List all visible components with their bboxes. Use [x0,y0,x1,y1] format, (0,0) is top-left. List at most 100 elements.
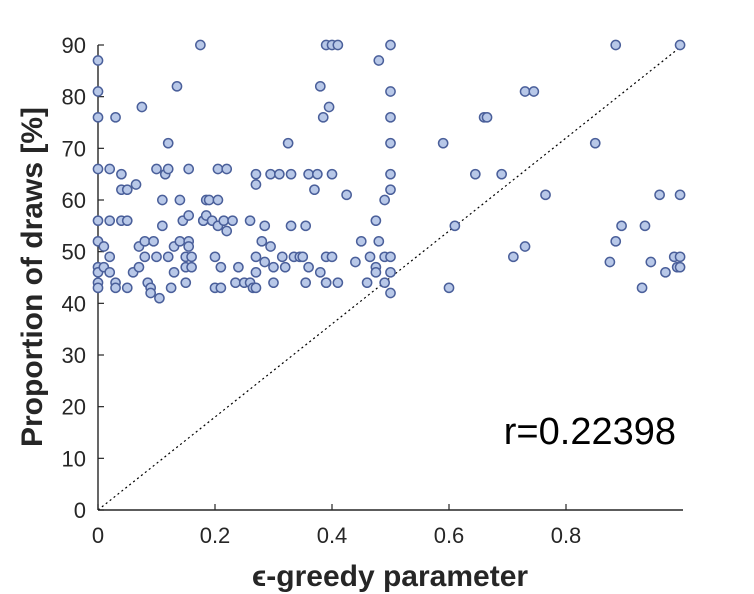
data-point [300,277,312,289]
data-point [92,55,104,66]
data-point [469,168,481,180]
data-point [616,220,627,232]
data-point [215,282,227,294]
data-point [437,137,449,149]
data-point [519,241,531,252]
y-tick-label: 80 [62,85,86,110]
data-point [157,220,168,232]
data-point [443,282,455,294]
data-point [674,261,686,273]
data-point [370,215,382,227]
data-point [183,210,195,221]
data-point [171,80,183,92]
data-point [180,277,192,289]
y-tick-label: 60 [62,188,86,213]
data-point [326,251,338,263]
data-point [104,215,116,227]
data-point [385,168,396,180]
data-point [92,163,104,175]
data-point [174,194,186,206]
data-point [317,111,329,123]
y-tick-label: 90 [62,33,86,58]
data-point [186,261,197,273]
data-point [285,168,297,180]
data-point [639,220,651,232]
data-point [385,39,396,51]
data-point [218,215,230,227]
data-point [481,111,493,123]
data-point [385,86,396,97]
data-point [385,137,396,149]
data-point [136,101,148,113]
points-layer [92,39,686,304]
data-point [674,189,686,201]
data-point [104,251,116,263]
data-point [174,235,186,247]
data-point [297,251,309,263]
data-point [250,282,262,294]
data-point [165,282,177,294]
data-point [385,287,396,299]
data-point [139,235,151,247]
x-tick-label: 0.4 [317,523,348,548]
data-point [610,39,622,51]
data-point [276,251,288,263]
data-point [162,137,174,149]
data-point [265,241,276,252]
data-point [121,184,133,196]
data-point [183,241,195,252]
data-point [104,163,116,175]
data-point [279,261,291,273]
data-point [379,194,390,206]
data-point [130,179,142,190]
data-point [332,39,344,51]
data-point [364,251,376,263]
data-point [303,261,314,273]
data-point [230,277,241,289]
data-point [361,277,373,289]
data-point [285,220,297,232]
data-point [157,194,168,206]
data-point [449,220,461,232]
data-point [110,111,121,123]
y-tick-label: 40 [62,291,86,316]
y-tick-label: 0 [74,498,86,523]
data-point [282,137,294,149]
data-point [268,261,279,273]
data-point [186,251,197,263]
data-point [244,215,256,227]
data-point [309,184,320,196]
data-point [519,86,531,97]
data-point [110,282,121,294]
data-point [589,137,601,149]
data-point [250,251,262,263]
y-ticks: 0 10 20 30 40 50 60 70 80 90 [62,33,104,523]
data-point [332,277,344,289]
data-point [92,282,104,294]
data-point [227,215,238,227]
data-point [92,111,104,123]
data-point [168,266,180,278]
data-point [320,277,332,289]
data-point [385,266,396,278]
data-point [145,287,156,299]
data-point [148,235,159,247]
data-point [151,251,162,263]
data-point [341,189,352,201]
data-point [274,168,285,180]
x-tick-label: 0.8 [551,523,582,548]
x-tick-label: 0 [92,523,104,548]
data-point [104,266,116,278]
data-point [250,266,262,278]
data-point [116,168,127,180]
data-point [660,266,671,278]
data-point [209,251,221,263]
data-point [212,194,224,206]
data-point [250,168,262,180]
data-point [326,168,338,180]
data-point [162,251,174,263]
data-point [98,241,110,252]
data-point [139,251,151,263]
data-point [256,235,268,247]
